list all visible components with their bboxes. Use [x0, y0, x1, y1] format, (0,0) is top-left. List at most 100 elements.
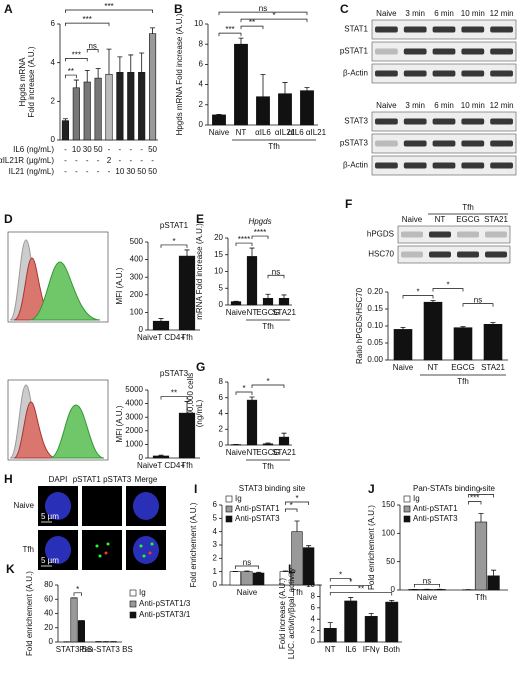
y-axis-label: PGD₂ for 500,000 cells: [186, 373, 195, 454]
y-tick-label: 0: [199, 120, 204, 129]
y-tick-label: 0.20: [367, 287, 383, 296]
y-axis-label: Fold enrichement (A.U.): [25, 571, 34, 656]
condition-cell: -: [97, 167, 100, 176]
blot-band: [404, 27, 427, 33]
y-tick-label: 0: [311, 637, 316, 646]
x-tick-label: Pan-STAT3 BS: [79, 645, 133, 654]
y-tick-label: 6: [219, 393, 224, 402]
y-tick-label: 0: [51, 135, 56, 144]
bar: [394, 329, 412, 360]
blot-band: [404, 163, 427, 169]
row-label: Tfh: [22, 545, 34, 554]
bar: [424, 302, 442, 360]
blot-band: [433, 71, 456, 77]
y-axis-label: Fold increase (A.U.): [278, 578, 287, 649]
y-tick-label: 50: [386, 557, 395, 566]
bar: [78, 621, 84, 642]
condition-cell: -: [119, 145, 122, 154]
lane-label: STA21: [484, 215, 508, 224]
bar: [73, 88, 80, 140]
y-tick-label: 6: [213, 500, 218, 509]
lane-label: Naive: [376, 9, 397, 18]
significance-label: *: [446, 281, 449, 290]
blot-band: [490, 49, 513, 55]
y-tick-label: 4000: [125, 399, 143, 408]
blot-band: [461, 71, 484, 77]
condition-cell: 50: [94, 145, 103, 154]
x-tick-label: Both: [384, 645, 400, 654]
significance-label: *: [76, 585, 79, 594]
y-axis-label: MFI (A.U.): [115, 267, 124, 304]
y-axis-label: (ng/mL): [195, 399, 204, 427]
bar: [95, 78, 102, 140]
y-tick-label: 0.10: [367, 321, 383, 330]
bar: [117, 72, 124, 140]
lane-label: 10 min: [461, 9, 485, 18]
bar: [242, 572, 253, 585]
legend-swatch: [404, 516, 410, 522]
row-label: STAT1: [344, 25, 368, 34]
panel-letter: G: [196, 360, 205, 374]
bar: [234, 44, 247, 125]
y-tick-label: 2: [311, 626, 316, 635]
significance-label: ***: [83, 15, 92, 24]
bar: [475, 522, 487, 590]
significance-label: **: [68, 67, 74, 76]
micrograph: [82, 486, 122, 526]
bar: [62, 121, 69, 140]
row-label: pSTAT3: [340, 139, 369, 148]
signal-dot: [149, 552, 152, 555]
row-label: β-Actin: [343, 69, 368, 78]
column-label: DAPI: [49, 475, 68, 484]
significance-label: ****: [238, 235, 250, 244]
blot-band: [490, 27, 513, 33]
blot-band: [457, 232, 479, 238]
blot-band: [461, 119, 484, 125]
signal-dot: [143, 555, 146, 558]
bar: [212, 115, 225, 125]
bar: [106, 74, 113, 140]
condition-cell: -: [119, 156, 122, 165]
chart-title: STAT3 binding site: [239, 484, 306, 493]
significance-label: ***: [104, 2, 113, 11]
y-tick-label: 0: [219, 440, 224, 449]
blot-band: [401, 232, 423, 238]
significance-label: ns: [243, 558, 251, 567]
y-tick-label: 4: [199, 80, 204, 89]
significance-label: *: [272, 11, 275, 20]
condition-cell: -: [129, 156, 132, 165]
blot-band: [490, 71, 513, 77]
condition-cell: -: [64, 167, 67, 176]
x-tick-label: IL6: [345, 645, 357, 654]
blot-band: [485, 232, 507, 238]
blot-band: [375, 49, 398, 55]
legend-swatch: [404, 506, 410, 512]
blot-band: [401, 252, 423, 258]
signal-dot: [151, 543, 154, 546]
y-axis-label: MFI (A.U.): [115, 405, 124, 442]
x-tick-label: EGCG: [451, 363, 475, 372]
significance-label: *: [479, 487, 482, 496]
legend-swatch: [130, 601, 136, 607]
condition-cell: -: [64, 145, 67, 154]
bar: [263, 444, 273, 445]
row-label: hPGDS: [367, 230, 394, 239]
legend-label: Anti-pSTAT3: [413, 514, 458, 523]
x-tick-label: NT: [325, 645, 336, 654]
bar: [484, 324, 502, 360]
x-tick-label: Naive: [417, 593, 438, 602]
nucleus: [133, 536, 159, 564]
micrograph: [82, 530, 122, 570]
lane-label: Naive: [402, 215, 423, 224]
y-tick-label: 100: [130, 308, 144, 317]
blot-band: [490, 119, 513, 125]
y-axis-label: Fold enrichement (A.U.): [367, 505, 376, 590]
y-tick-label: 60: [44, 594, 53, 603]
group-label: Tfh: [268, 142, 280, 151]
significance-label: *: [266, 377, 269, 386]
y-tick-label: 2: [199, 100, 204, 109]
significance-label: *: [339, 571, 342, 580]
y-tick-label: 0.00: [367, 355, 383, 364]
row-label: β-Actin: [343, 161, 368, 170]
blot-band: [404, 71, 427, 77]
